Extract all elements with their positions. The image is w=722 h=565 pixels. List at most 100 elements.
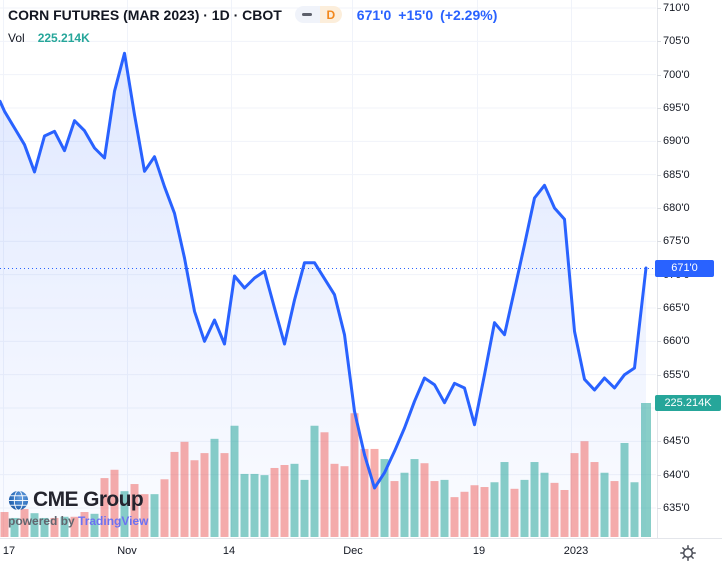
price-axis-label: 675'0 [663,235,690,248]
price-axis-tick [657,174,661,176]
price-axis-tick [657,141,661,143]
collapse-dash-icon[interactable] [294,6,320,23]
volume-bar [170,451,179,537]
volume-bar [360,448,369,537]
last-price: 671'0 [356,6,392,23]
volume-bar [540,472,549,537]
volume-bar [120,491,129,537]
volume-bar [200,453,209,537]
volume-bar [340,466,349,537]
volume-bar [50,517,59,537]
volume-bar [40,517,49,537]
time-axis-label: 14 [222,545,236,557]
volume-bar [190,460,199,537]
volume-bar [100,478,109,537]
price-axis-label: 685'0 [663,168,690,181]
time-axis-label: Dec [343,545,363,557]
price-axis-label: 655'0 [663,368,690,381]
vol-label: Vol [8,31,25,45]
time-axis-label: 19 [472,545,486,557]
globe-icon [8,489,29,511]
volume-bar [220,453,229,537]
volume-bar [520,479,529,537]
volume-bar [480,487,489,537]
volume-bar [400,472,409,537]
price-axis-tick [657,74,661,76]
volume-bar [110,469,119,537]
time-axis[interactable]: 17 Nov 14 Dec 19 2023 [0,539,722,565]
price-axis-label: 690'0 [663,135,690,148]
price-readout: 671'0 +15'0 (+2.29%) [357,7,498,23]
price-axis[interactable]: 710'0 705'0 700'0 695'0 690'0 685'0 680'0 675'0… [657,0,722,539]
last-price-axis-badge: 671'0 [655,259,714,277]
volume-bar [300,479,309,537]
volume-bar [450,497,459,537]
price-axis-tick [657,374,661,376]
volume-bar [180,441,189,537]
vol-value: 225.214K [37,31,90,45]
volume-bar [10,517,19,537]
price-change: +15'0 [398,6,434,23]
volume-bar [470,485,479,537]
volume-bar [420,463,429,537]
tradingview-link[interactable]: TradingView [78,514,149,528]
price-axis-label: 645'0 [663,435,690,448]
interval-label[interactable]: D [319,6,342,23]
price-axis-label: 635'0 [663,502,690,514]
volume-bar [210,438,219,537]
volume-bar [570,453,579,537]
price-axis-tick [657,8,661,9]
volume-bar [150,494,159,537]
volume-bar [370,448,379,537]
powered-by-text: powered by [8,514,75,528]
volume-bar [160,479,169,537]
volume-bar [430,481,439,537]
price-axis-label: 660'0 [663,335,690,348]
volume-bar [60,516,69,537]
price-axis-tick [657,341,661,343]
price-change-pct: (+2.29%) [440,6,498,23]
time-axis-label: 2023 [563,545,589,557]
volume-bar [440,479,449,537]
volume-bar [30,513,39,537]
price-axis-label: 700'0 [663,68,690,81]
volume-bar [350,413,359,537]
volume-bar [80,512,89,537]
volume-bar [270,467,279,537]
volume-bar [310,425,319,537]
price-axis-label: 640'0 [663,468,690,481]
volume-bar [140,494,149,537]
volume-bar [560,489,569,537]
volume-bar [600,472,609,537]
volume-bar [460,491,469,537]
settings-gear-icon[interactable] [676,541,700,565]
volume-bar [550,482,559,537]
volume-bar [630,482,639,537]
cme-logo[interactable]: CME Group powered by TradingView [8,488,149,528]
volume-bar [240,473,249,537]
volume-bar [250,473,259,537]
price-axis-tick [657,308,661,309]
volume-bar [530,462,539,537]
volume-legend: Vol 225.214K [8,31,90,45]
price-axis-tick [657,241,661,243]
price-axis-label: 695'0 [663,102,690,114]
price-axis-label: 710'0 [663,2,690,14]
price-axis-label: 680'0 [663,202,690,214]
volume-bar [320,432,329,537]
volume-bar [280,465,289,537]
price-axis-tick [657,208,661,209]
cme-logo-text: CME Group [33,488,144,511]
volume-bar [610,481,619,537]
volume-bar [510,488,519,537]
time-axis-label: Nov [117,545,137,557]
volume-bar [620,442,629,537]
time-axis-label: 17 [2,545,16,557]
price-axis-tick [657,474,661,476]
volume-bar [590,462,599,537]
price-axis-label: 665'0 [663,302,690,314]
area-fill [0,53,646,538]
interval-selector-pill[interactable]: D [294,6,342,23]
